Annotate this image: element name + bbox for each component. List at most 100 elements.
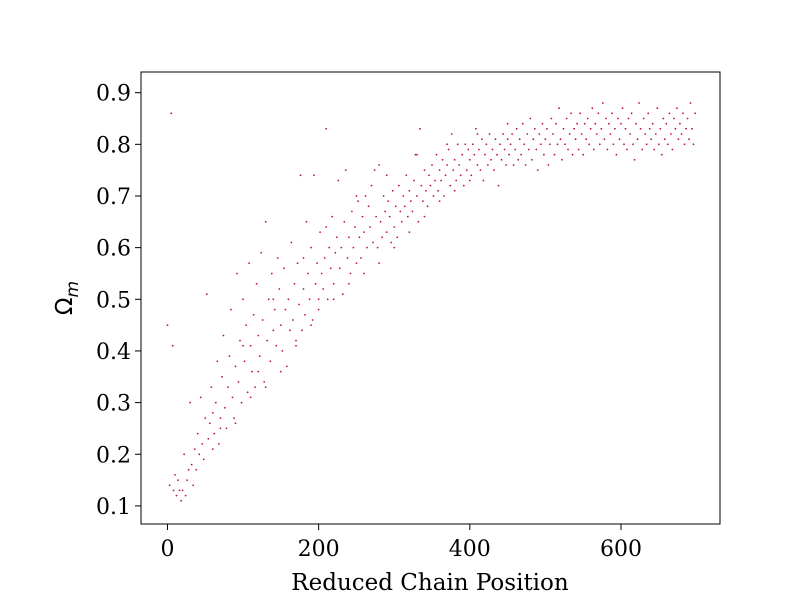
data-point: [520, 153, 523, 156]
data-point: [559, 138, 562, 141]
data-point: [219, 417, 222, 419]
data-point: [639, 127, 642, 130]
data-point: [446, 164, 448, 166]
data-point: [335, 236, 338, 239]
data-point: [364, 195, 367, 197]
data-point: [211, 412, 214, 414]
data-point: [233, 417, 235, 419]
data-point: [579, 112, 582, 115]
data-point: [595, 133, 598, 135]
data-point: [591, 107, 594, 110]
data-point: [296, 262, 299, 264]
data-point: [385, 174, 388, 177]
data-point: [354, 226, 356, 228]
data-point: [260, 251, 263, 254]
data-point: [416, 195, 418, 197]
data-point: [171, 344, 174, 347]
data-point: [299, 174, 302, 177]
data-point: [450, 133, 453, 135]
data-point: [446, 143, 448, 146]
data-point: [475, 127, 477, 130]
data-point: [558, 107, 560, 110]
data-point: [252, 313, 255, 316]
data-point: [195, 468, 198, 471]
data-point: [425, 189, 427, 192]
data-point: [400, 220, 403, 223]
data-point: [234, 365, 237, 368]
data-point: [381, 236, 383, 239]
data-point: [470, 174, 473, 177]
data-point: [351, 210, 353, 213]
data-point: [431, 164, 433, 166]
data-point: [479, 169, 482, 172]
data-point: [562, 127, 565, 130]
data-point: [670, 133, 672, 135]
data-point: [202, 458, 205, 461]
data-point: [251, 370, 254, 373]
data-point: [648, 127, 651, 130]
data-point: [536, 169, 539, 172]
data-point: [302, 288, 305, 290]
data-point: [524, 164, 527, 166]
data-point: [683, 143, 686, 146]
data-point: [467, 148, 470, 151]
data-point: [332, 282, 335, 285]
data-point: [532, 138, 535, 141]
data-point: [266, 339, 269, 342]
data-point: [580, 133, 583, 135]
data-point: [612, 143, 615, 146]
data-point: [526, 133, 529, 135]
data-point: [623, 143, 625, 146]
data-point: [222, 334, 225, 337]
data-point: [358, 236, 361, 239]
data-point: [692, 143, 695, 146]
data-point: [264, 386, 267, 388]
data-point: [606, 148, 609, 151]
data-point: [573, 127, 575, 130]
data-point: [370, 184, 373, 187]
data-point: [635, 122, 637, 125]
data-point: [367, 205, 370, 208]
data-point: [240, 401, 243, 404]
data-point: [249, 396, 252, 399]
data-point: [301, 329, 303, 332]
data-point: [355, 195, 358, 197]
data-point: [245, 324, 248, 326]
data-point: [685, 127, 687, 130]
data-point: [261, 319, 264, 321]
data-point: [284, 308, 287, 311]
data-point: [508, 153, 510, 156]
data-point: [663, 138, 666, 141]
data-point: [589, 127, 592, 130]
data-point: [449, 184, 452, 187]
data-point: [204, 417, 207, 419]
data-point: [391, 189, 394, 192]
data-point: [227, 386, 229, 388]
data-point: [428, 174, 430, 177]
data-point: [279, 370, 282, 373]
data-point: [478, 148, 480, 151]
data-point: [267, 298, 270, 301]
data-point: [343, 220, 346, 223]
data-point: [332, 298, 335, 301]
data-point: [295, 344, 297, 347]
data-point: [237, 381, 240, 383]
data-point: [438, 169, 441, 172]
x-tick-label: 600: [600, 537, 642, 562]
data-point: [270, 272, 273, 275]
data-point: [514, 148, 517, 151]
data-point: [577, 148, 580, 151]
data-point: [671, 148, 674, 151]
data-point: [338, 267, 341, 270]
data-point: [500, 158, 503, 161]
data-point: [535, 148, 538, 151]
data-point: [626, 148, 628, 151]
data-point: [673, 117, 675, 120]
data-point: [193, 448, 196, 450]
data-point: [199, 396, 202, 399]
data-point: [494, 138, 497, 141]
data-point: [452, 169, 455, 172]
data-point: [397, 184, 400, 187]
y-tick-label: 0.4: [96, 340, 131, 365]
data-point: [322, 288, 325, 290]
